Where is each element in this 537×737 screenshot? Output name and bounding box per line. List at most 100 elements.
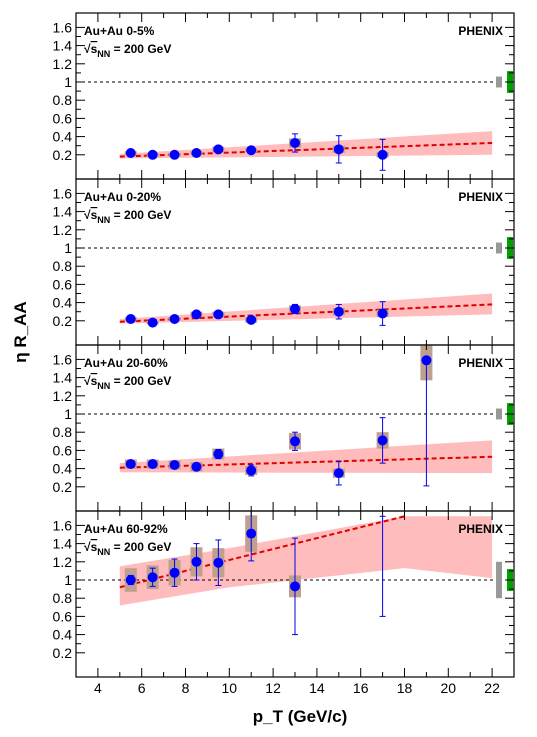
plot-area	[76, 345, 513, 487]
x-axis-title: p_T (GeV/c)	[253, 707, 347, 726]
energy-s: s	[91, 540, 98, 554]
panel-4: 0.2 0.4 0.6 0.8 1 1.2 1.4 1.6 Au+Au 60-92% √sNN =…	[53, 510, 515, 678]
y-tick-label: 1.6	[53, 517, 73, 533]
y-tick-label: 0.2	[53, 313, 73, 329]
energy-value: = 200 GeV	[110, 208, 171, 222]
plot-area	[76, 511, 513, 636]
y-tick-label: 1.4	[53, 38, 73, 54]
y-tick-label: 0.2	[53, 479, 73, 495]
data-point	[147, 317, 158, 328]
y-tick-label: 1.6	[53, 19, 73, 35]
data-point	[169, 149, 180, 160]
y-tick-label: 1	[64, 240, 72, 256]
panel-energy-label: √sNN = 200 GeV	[84, 42, 171, 59]
plot-area	[76, 237, 513, 328]
panel-energy-label: √sNN = 200 GeV	[84, 540, 171, 557]
experiment-label: PHENIX	[458, 190, 503, 204]
panel-1: 0.2 0.4 0.6 0.8 1 1.2 1.4 1.6 Au+Au 0-5% √sNN = 2…	[53, 12, 515, 180]
y-tick-label: 0.4	[53, 295, 73, 311]
energy-sqrt: √	[84, 374, 91, 388]
data-point	[213, 557, 224, 568]
data-point	[421, 355, 432, 366]
panel-system-label: Au+Au 60-92%	[84, 522, 168, 536]
data-point	[147, 572, 158, 583]
y-tick-label: 0.8	[53, 258, 73, 274]
fit-line	[119, 303, 493, 323]
y-tick-label: 1.4	[53, 370, 73, 386]
x-tick-label: 20	[441, 680, 457, 696]
energy-s: s	[91, 374, 98, 388]
y-tick-label: 1.6	[53, 351, 73, 367]
data-point	[169, 459, 180, 470]
data-point	[377, 435, 388, 446]
y-tick-label: 0.6	[53, 110, 73, 126]
fit-uncertainty-band	[119, 516, 493, 606]
y-tick-label: 0.6	[53, 608, 73, 624]
plot-area	[76, 71, 513, 171]
panel-energy-label: √sNN = 200 GeV	[84, 374, 171, 391]
data-point	[213, 144, 224, 155]
data-point	[191, 309, 202, 320]
panel-energy-label: √sNN = 200 GeV	[84, 208, 171, 225]
data-point	[333, 144, 344, 155]
energy-sqrt: √	[84, 42, 91, 56]
data-point	[246, 145, 257, 156]
panel-system-label: Au+Au 0-5%	[84, 24, 155, 38]
data-point	[169, 313, 180, 324]
experiment-label: PHENIX	[458, 24, 503, 38]
x-tick-label: 22	[484, 680, 500, 696]
y-tick-label: 0.8	[53, 424, 73, 440]
panel-system-label: Au+Au 20-60%	[84, 356, 168, 370]
normalization-box-gray	[496, 561, 502, 599]
panel-3: 0.2 0.4 0.6 0.8 1 1.2 1.4 1.6 Au+Au 20-60% √sNN =…	[53, 344, 515, 512]
energy-value: = 200 GeV	[110, 42, 171, 56]
y-tick-label: 1.6	[53, 185, 73, 201]
energy-sqrt: √	[84, 540, 91, 554]
panel-2: 0.2 0.4 0.6 0.8 1 1.2 1.4 1.6 Au+Au 0-20% √sNN = …	[53, 178, 515, 346]
y-tick-label: 1	[64, 74, 72, 90]
data-point	[125, 313, 136, 324]
panels-group: 0.20.40.60.811.21.41.6 Au+Au 0-5%√sNN = 2…	[53, 12, 515, 678]
energy-sqrt: √	[84, 208, 91, 222]
data-point	[246, 465, 257, 476]
data-point	[213, 449, 224, 460]
x-tick-label: 10	[222, 680, 238, 696]
data-point	[333, 306, 344, 317]
experiment-label: PHENIX	[458, 356, 503, 370]
x-tick-label: 18	[397, 680, 413, 696]
energy-subscript: NN	[97, 215, 110, 225]
data-point	[125, 459, 136, 470]
energy-value: = 200 GeV	[110, 540, 171, 554]
x-tick-label: 14	[309, 680, 325, 696]
y-tick-label: 0.6	[53, 442, 73, 458]
y-tick-label: 1	[64, 572, 72, 588]
data-point	[147, 149, 158, 160]
x-tick-label: 8	[182, 680, 190, 696]
normalization-box-gray	[496, 242, 502, 254]
y-tick-label: 0.2	[53, 645, 73, 661]
x-tick-label: 4	[94, 680, 102, 696]
y-tick-label: 0.4	[53, 627, 73, 643]
y-tick-label: 1.2	[53, 222, 73, 238]
x-tick-label: 16	[353, 680, 369, 696]
data-point	[246, 314, 257, 325]
data-point	[333, 468, 344, 479]
energy-subscript: NN	[97, 49, 110, 59]
data-point	[169, 567, 180, 578]
y-tick-label: 0.8	[53, 590, 73, 606]
energy-subscript: NN	[97, 381, 110, 391]
data-point	[191, 556, 202, 567]
experiment-label: PHENIX	[458, 522, 503, 536]
data-point	[290, 581, 300, 592]
normalization-box-gray	[496, 408, 502, 420]
normalization-box-gray	[496, 76, 502, 88]
y-tick-label: 1.2	[53, 388, 73, 404]
data-point	[191, 147, 202, 158]
y-tick-label: 0.6	[53, 276, 73, 292]
data-point	[377, 308, 388, 319]
y-tick-label: 1.4	[53, 536, 73, 552]
fit-uncertainty-band	[119, 440, 493, 474]
energy-subscript: NN	[97, 547, 110, 557]
y-tick-label: 1	[64, 406, 72, 422]
x-tick-label: 12	[265, 680, 281, 696]
